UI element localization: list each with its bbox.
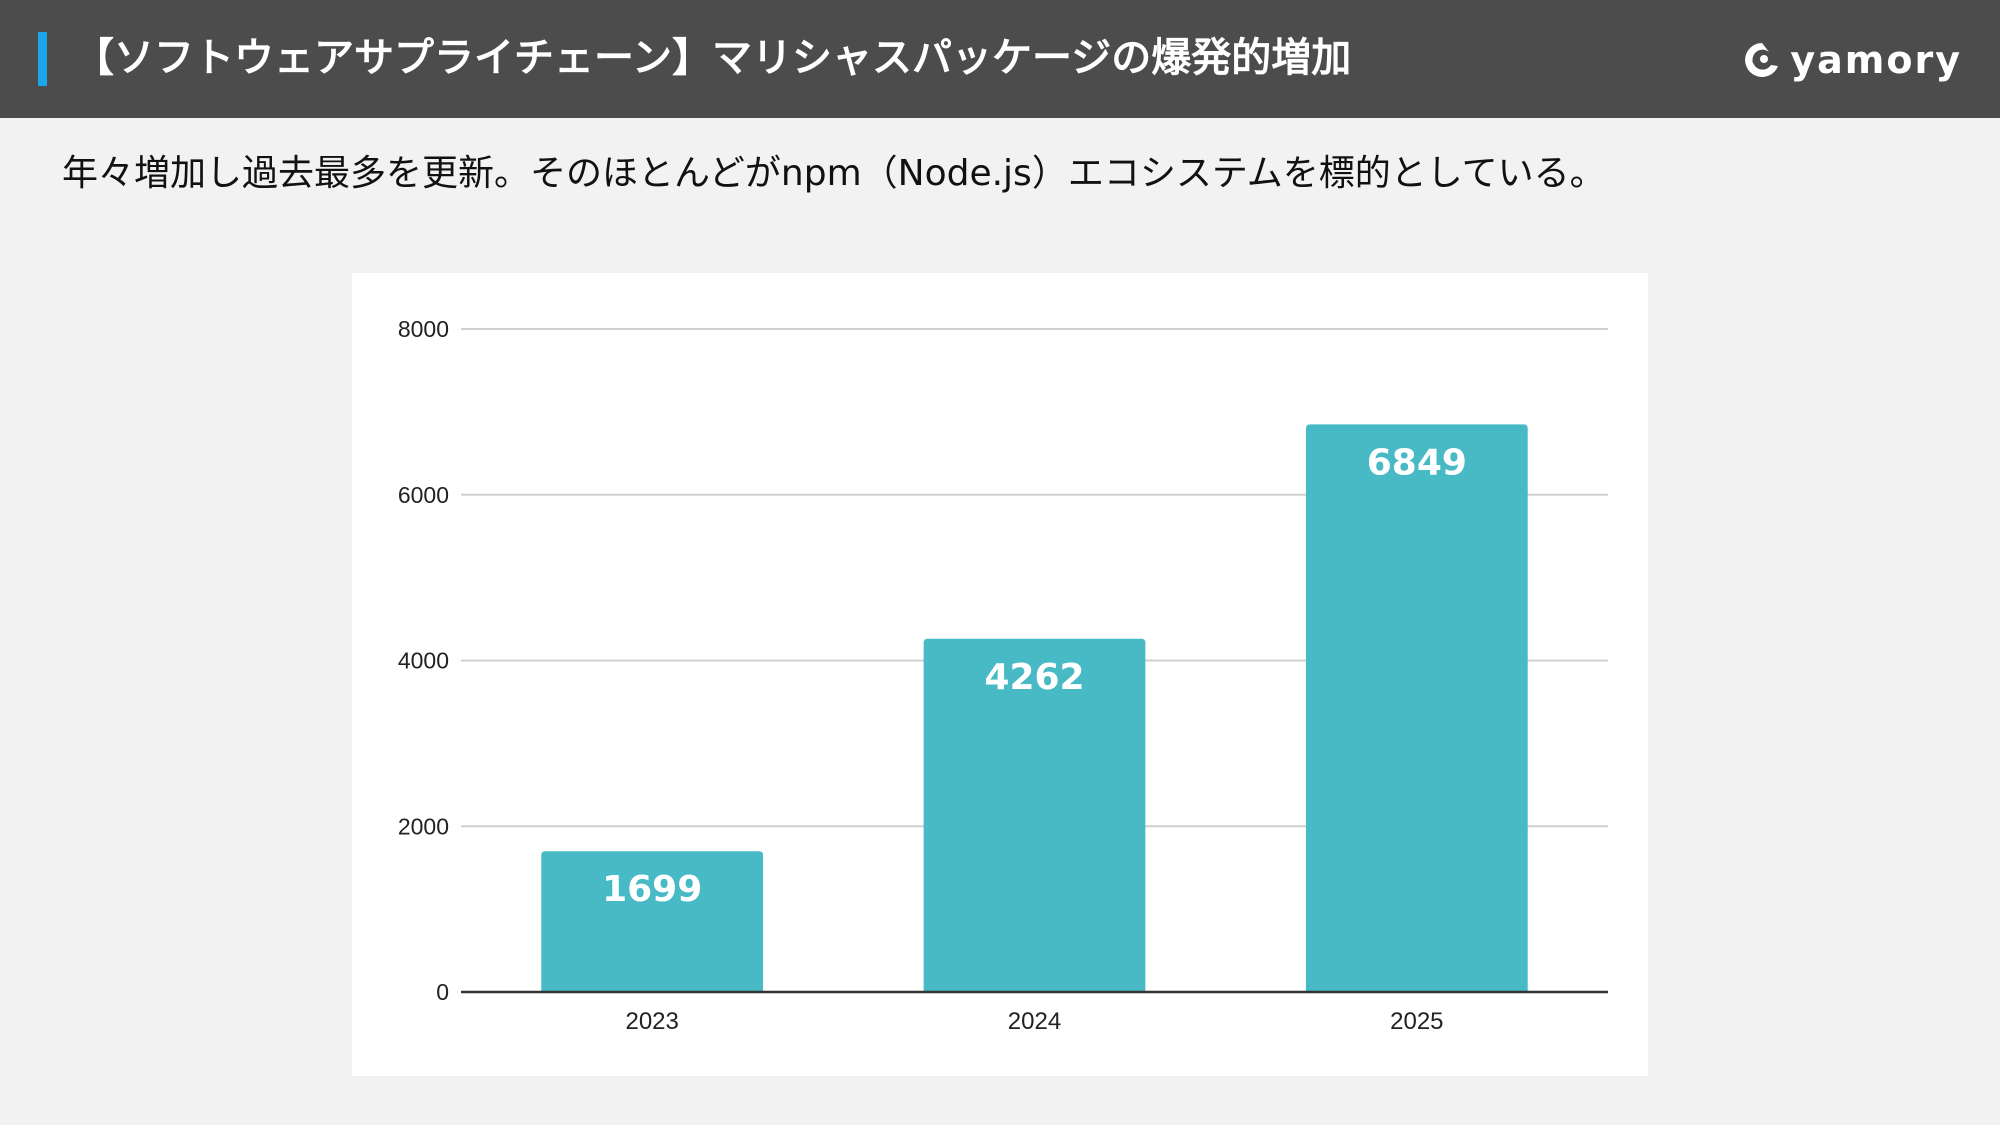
slide-header: 【ソフトウェアサプライチェーン】マリシャスパッケージの爆発的増加 yamory: [0, 0, 2000, 118]
data-label-2025: 6849: [1367, 442, 1467, 483]
x-tick-label: 2025: [1390, 1008, 1443, 1035]
y-tick-label: 0: [436, 979, 449, 1005]
y-tick-label: 4000: [398, 648, 449, 674]
data-label-2023: 1699: [602, 869, 702, 910]
y-tick-label: 6000: [398, 482, 449, 508]
slide-title: 【ソフトウェアサプライチェーン】マリシャスパッケージの爆発的増加: [74, 35, 1352, 81]
x-tick-label: 2023: [625, 1008, 678, 1035]
y-axis-ticks: 0 2000 4000 6000 8000: [398, 316, 449, 1005]
bar-2023: [541, 851, 764, 992]
chart-card: 0 2000 4000 6000 8000 1699 4262 6849 2023 2024 2…: [352, 273, 1648, 1076]
y-tick-label: 2000: [398, 813, 449, 839]
brand-logo: yamory: [1742, 32, 1962, 88]
yamory-eye-logo-icon: [1745, 43, 1779, 77]
title-accent-bar: [38, 32, 47, 86]
data-labels: 1699 4262 6849: [602, 442, 1467, 910]
logo-wordmark: yamory: [1790, 38, 1962, 82]
y-tick-label: 8000: [398, 316, 449, 342]
x-tick-label: 2024: [1008, 1008, 1061, 1035]
bars: [541, 424, 1528, 992]
x-axis-ticks: 2023 2024 2025: [625, 1008, 1443, 1035]
data-label-2024: 4262: [984, 657, 1084, 698]
bar-2025: [1305, 424, 1528, 992]
slide-subtitle: 年々増加し過去最多を更新。そのほとんどがnpm（Node.js）エコシステムを標…: [62, 153, 1606, 194]
bar-2024: [923, 638, 1146, 992]
